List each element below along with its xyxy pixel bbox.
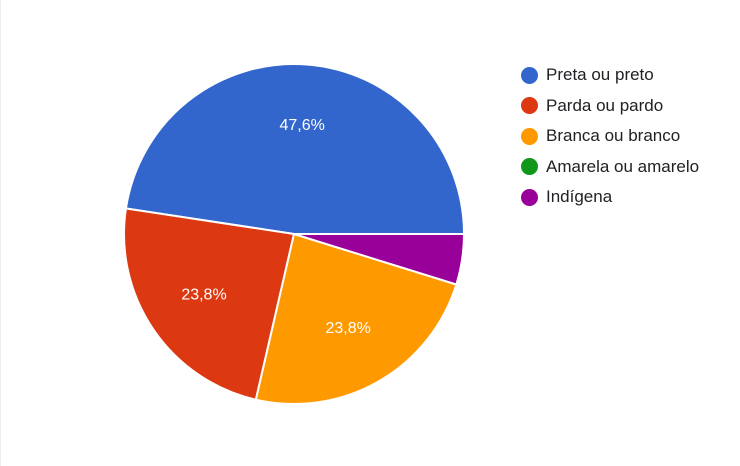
- legend-swatch-icon: [521, 188, 538, 206]
- legend-swatch-icon: [521, 158, 538, 176]
- legend-item-4[interactable]: Amarela ou amarelo: [521, 152, 699, 183]
- slice-label-3: 23,8%: [326, 320, 371, 337]
- legend-label: Parda ou pardo: [546, 95, 664, 115]
- legend-swatch-icon: [521, 127, 538, 145]
- pie-slice-3[interactable]: [254, 233, 458, 405]
- slice-label-1: 47,6%: [280, 117, 325, 134]
- slice-label-2: 23,8%: [181, 287, 226, 304]
- legend-item-3[interactable]: Branca ou branco: [521, 121, 699, 152]
- legend-item-2[interactable]: Parda ou pardo: [521, 91, 699, 122]
- legend-swatch-icon: [521, 97, 538, 115]
- legend-item-5[interactable]: Indígena: [521, 182, 699, 213]
- pie-slice-1[interactable]: [124, 63, 465, 235]
- legend-item-1[interactable]: Preta ou preto: [521, 60, 699, 91]
- legend-label: Branca ou branco: [546, 126, 681, 146]
- legend-label: Preta ou preto: [546, 65, 654, 85]
- legend-swatch-icon: [521, 66, 538, 84]
- pie-slice-2[interactable]: [123, 207, 295, 401]
- legend-label: Indígena: [546, 187, 613, 207]
- pie-slice-5[interactable]: [293, 233, 465, 286]
- chart-legend: Preta ou preto Parda ou pardo Branca ou br…: [521, 60, 699, 213]
- legend-label: Amarela ou amarelo: [546, 156, 700, 176]
